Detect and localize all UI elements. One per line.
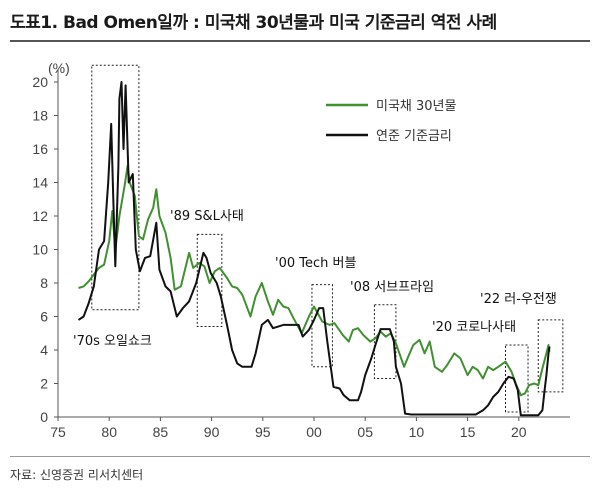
legend-label: 미국채 30년물 [376, 99, 457, 114]
y-tick-label: 16 [32, 141, 48, 157]
figure-title: 도표1. Bad Omen일까 : 미국채 30년물과 미국 기준금리 역전 사… [10, 13, 497, 33]
highlight-box [504, 344, 529, 413]
x-tick-label: 15 [460, 424, 476, 440]
y-tick-label: 8 [40, 275, 48, 291]
x-tick-label: 75 [50, 424, 66, 440]
event-annotations: '70s 오일쇼크 '89 S&L사태 '00 Tech 버블 '08 서브프라임 '2… [73, 209, 557, 349]
highlight-box [537, 319, 564, 393]
y-tick-label: 10 [32, 242, 48, 258]
event-annotation: '08 서브프라임 [350, 280, 434, 295]
legend-label: 연준 기준금리 [376, 129, 452, 144]
y-tick-label: 14 [32, 175, 48, 191]
source-divider [10, 456, 590, 457]
highlight-box [91, 64, 140, 311]
event-annotation: '00 Tech 버블 [275, 256, 356, 271]
event-annotation: '70s 오일쇼크 [73, 334, 152, 349]
title-divider [10, 40, 590, 42]
highlight-box [196, 233, 223, 328]
y-tick-label: 4 [40, 342, 48, 358]
x-tick-label: 20 [511, 424, 527, 440]
y-tick-label: 6 [40, 309, 48, 325]
x-tick-label: 00 [306, 424, 322, 440]
x-tick-label: 95 [255, 424, 271, 440]
x-tick-label: 05 [357, 424, 373, 440]
x-tick-label: 85 [153, 424, 169, 440]
y-tick-label: 2 [40, 376, 48, 392]
y-unit-label: (%) [48, 60, 70, 76]
event-annotation: '20 코로나사태 [432, 320, 516, 335]
highlight-boxes [91, 64, 564, 413]
series-line-30y-treasury [78, 164, 551, 397]
y-tick-label: 0 [40, 409, 48, 425]
y-tick-label: 18 [32, 108, 48, 124]
highlight-box [373, 304, 397, 379]
series-line-fed-funds-rate [77, 81, 551, 417]
x-tick-label: 80 [101, 424, 117, 440]
event-annotation: '22 러-우전쟁 [480, 292, 557, 307]
y-tick-label: 12 [32, 208, 48, 224]
x-tick-label: 90 [204, 424, 220, 440]
x-tick-label: 10 [409, 424, 425, 440]
source-note: 자료: 신영증권 리서치센터 [10, 468, 144, 482]
series-lines [77, 81, 551, 417]
event-annotation: '89 S&L사태 [170, 209, 244, 224]
y-tick-label: 20 [32, 74, 48, 90]
